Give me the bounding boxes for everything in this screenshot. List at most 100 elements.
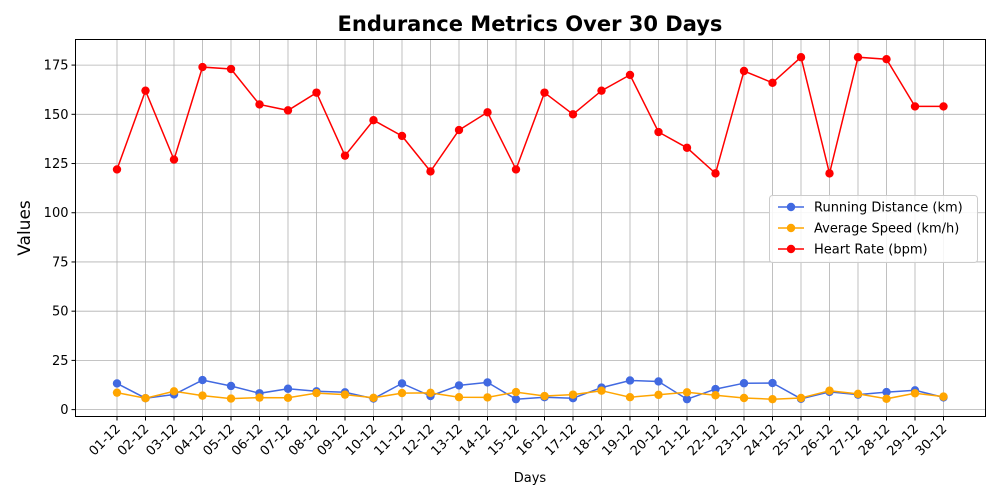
data-point-heart-rate-bpm [711, 169, 720, 178]
y-tick-label: 175 [44, 59, 69, 74]
data-point-running-distance-km [882, 387, 891, 397]
data-point-running-distance-km [625, 376, 635, 385]
data-point-running-distance-km [483, 378, 492, 387]
data-point-average-speed-km-h [825, 386, 834, 395]
y-tick-label: 125 [44, 157, 69, 172]
legend-label-running-distance-km: Running Distance (km) [814, 201, 963, 216]
data-point-heart-rate-bpm [796, 53, 806, 62]
chart-title: Endurance Metrics Over 30 Days [338, 12, 723, 36]
x-axis-label: Days [514, 471, 547, 486]
data-point-heart-rate-bpm [910, 102, 920, 111]
data-point-average-speed-km-h [312, 388, 321, 398]
y-tick-label: 75 [52, 255, 69, 270]
y-axis-label: Values [15, 200, 35, 256]
data-point-average-speed-km-h [711, 391, 720, 400]
data-point-heart-rate-bpm [454, 125, 464, 135]
data-point-average-speed-km-h [568, 390, 578, 399]
data-point-average-speed-km-h [853, 389, 863, 399]
data-point-running-distance-km [768, 378, 777, 388]
data-point-heart-rate-bpm [825, 169, 834, 178]
data-point-heart-rate-bpm [882, 54, 891, 64]
data-point-average-speed-km-h [768, 394, 777, 404]
data-point-average-speed-km-h [283, 393, 293, 402]
data-point-average-speed-km-h [369, 393, 378, 402]
data-point-average-speed-km-h [597, 386, 606, 395]
series-heart-rate-bpm [112, 53, 948, 178]
data-point-heart-rate-bpm [511, 165, 521, 174]
data-point-heart-rate-bpm [283, 106, 293, 115]
data-point-heart-rate-bpm [141, 86, 150, 95]
data-point-heart-rate-bpm [739, 66, 749, 76]
y-tick-label: 50 [52, 305, 69, 320]
data-point-heart-rate-bpm [426, 167, 435, 176]
series-line-heart-rate-bpm [116, 55, 944, 175]
data-point-average-speed-km-h [198, 391, 207, 400]
data-point-average-speed-km-h [939, 392, 948, 401]
data-point-average-speed-km-h [426, 388, 435, 398]
data-point-heart-rate-bpm [112, 165, 122, 174]
data-point-running-distance-km [226, 381, 236, 391]
y-axis-ticks: 0 25 50 75 100 125 150 175 [44, 59, 76, 418]
data-point-average-speed-km-h [141, 393, 150, 403]
legend-entry-average-speed-km-h: Average Speed (km/h) [778, 222, 959, 237]
legend-label-heart-rate-bpm: Heart Rate (bpm) [814, 243, 928, 258]
data-point-average-speed-km-h [454, 393, 464, 402]
plot-frame [75, 39, 986, 417]
series-layer [112, 53, 948, 404]
data-point-average-speed-km-h [340, 390, 350, 399]
data-point-average-speed-km-h [625, 393, 635, 402]
data-point-heart-rate-bpm [939, 102, 948, 111]
data-point-heart-rate-bpm [397, 131, 407, 141]
legend-entry-heart-rate-bpm: Heart Rate (bpm) [778, 243, 928, 258]
data-point-average-speed-km-h [511, 387, 521, 397]
data-point-running-distance-km [682, 394, 692, 404]
data-point-average-speed-km-h [796, 393, 806, 403]
data-point-heart-rate-bpm [198, 62, 207, 72]
data-point-heart-rate-bpm [169, 155, 179, 164]
data-point-heart-rate-bpm [340, 151, 350, 160]
data-point-heart-rate-bpm [312, 88, 321, 97]
y-tick-label: 150 [44, 108, 69, 123]
data-point-running-distance-km [112, 379, 122, 388]
data-point-running-distance-km [283, 384, 293, 393]
data-point-average-speed-km-h [882, 394, 891, 403]
y-tick-label: 25 [52, 354, 69, 369]
data-point-heart-rate-bpm [226, 64, 236, 74]
data-point-average-speed-km-h [255, 393, 264, 402]
y-tick-label: 0 [60, 403, 68, 418]
data-point-running-distance-km [654, 377, 663, 386]
data-point-running-distance-km [511, 394, 521, 404]
data-point-average-speed-km-h [169, 387, 179, 396]
data-point-heart-rate-bpm [255, 100, 264, 109]
data-point-running-distance-km [198, 375, 207, 385]
data-point-running-distance-km [711, 384, 720, 394]
data-point-running-distance-km [397, 379, 407, 388]
grid-lines [75, 39, 986, 417]
data-point-running-distance-km [739, 379, 749, 388]
y-tick-label: 100 [44, 206, 69, 221]
data-point-heart-rate-bpm [682, 143, 692, 152]
data-point-heart-rate-bpm [625, 70, 635, 80]
data-point-average-speed-km-h [540, 391, 549, 401]
data-point-heart-rate-bpm [853, 53, 863, 62]
data-point-heart-rate-bpm [369, 116, 378, 125]
data-point-average-speed-km-h [682, 388, 692, 397]
legend-marker-running-distance-km [786, 202, 796, 212]
legend-box [769, 195, 978, 263]
data-point-heart-rate-bpm [654, 127, 663, 137]
legend-marker-heart-rate-bpm [786, 244, 796, 254]
legend-label-average-speed-km-h: Average Speed (km/h) [814, 222, 959, 237]
data-point-average-speed-km-h [654, 390, 663, 400]
data-point-average-speed-km-h [739, 393, 749, 403]
data-point-average-speed-km-h [397, 388, 407, 398]
legend: Running Distance (km) Average Speed (km/h… [769, 195, 978, 263]
data-point-average-speed-km-h [226, 394, 236, 403]
data-point-heart-rate-bpm [597, 86, 606, 95]
data-point-heart-rate-bpm [768, 78, 777, 88]
legend-entry-running-distance-km: Running Distance (km) [778, 201, 963, 216]
data-point-running-distance-km [454, 381, 464, 390]
data-point-heart-rate-bpm [568, 110, 578, 119]
data-point-average-speed-km-h [483, 393, 492, 402]
data-point-average-speed-km-h [112, 388, 122, 397]
